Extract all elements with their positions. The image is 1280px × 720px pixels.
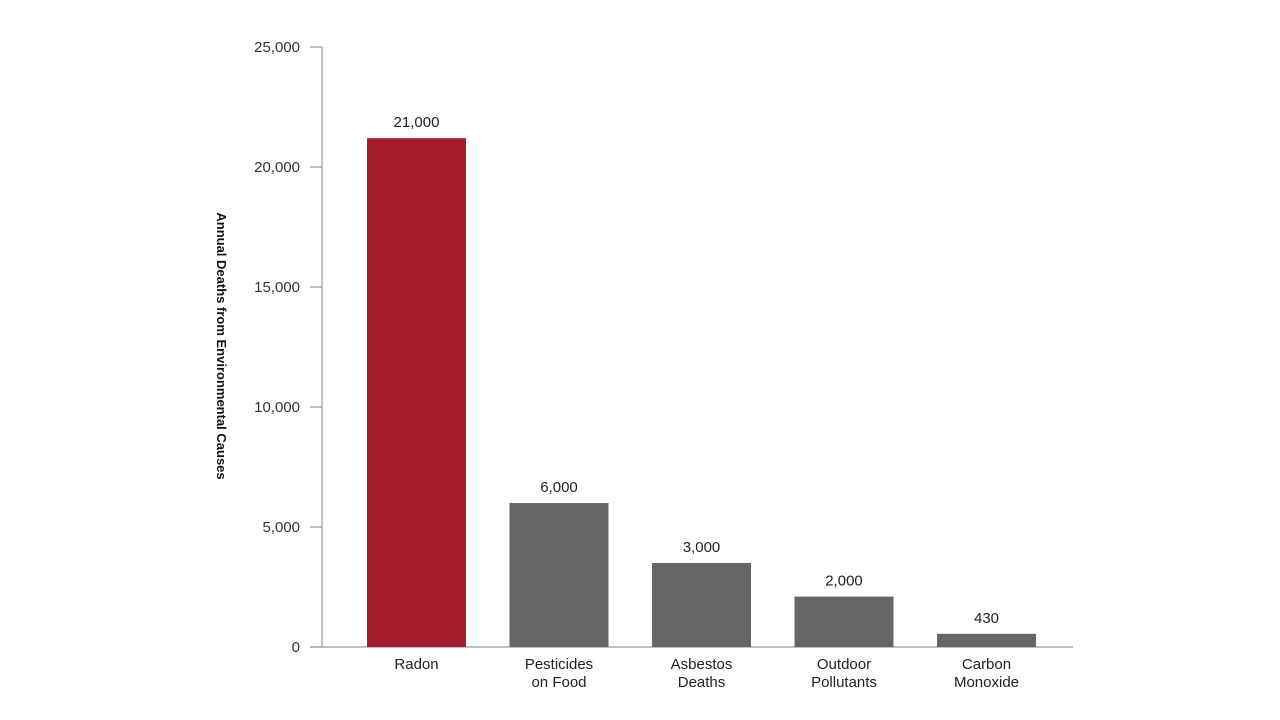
x-category-label: Radon (394, 656, 438, 673)
bar-value-label: 21,000 (394, 114, 440, 131)
bar (794, 596, 894, 647)
y-tick-label: 15,000 (254, 279, 300, 296)
x-category-label: Pesticides on Food (525, 656, 593, 691)
y-tick-label: 5,000 (262, 519, 300, 536)
bar (509, 503, 609, 647)
bar-value-label: 430 (974, 610, 999, 627)
bar (367, 138, 466, 647)
labels: 21,000 Radon 6,000 Pesticides on Food 3,000 As… (394, 114, 1019, 691)
bar-value-label: 6,000 (540, 479, 578, 496)
bars (367, 138, 1036, 647)
bar-value-label: 2,000 (825, 573, 863, 590)
y-tick-label: 25,000 (254, 39, 300, 56)
y-tick-label: 10,000 (254, 399, 300, 416)
bar (937, 633, 1036, 647)
bar-value-label: 3,000 (683, 539, 721, 556)
y-tick-label: 0 (292, 639, 300, 656)
x-category-label: Carbon Monoxide (954, 656, 1019, 691)
y-axis-title: Annual Deaths from Environmental Causes (214, 212, 229, 479)
x-category-label: Outdoor Pollutants (811, 656, 877, 691)
x-category-label: Asbestos Deaths (671, 656, 733, 691)
bar (652, 563, 751, 647)
y-tick-label: 20,000 (254, 159, 300, 176)
